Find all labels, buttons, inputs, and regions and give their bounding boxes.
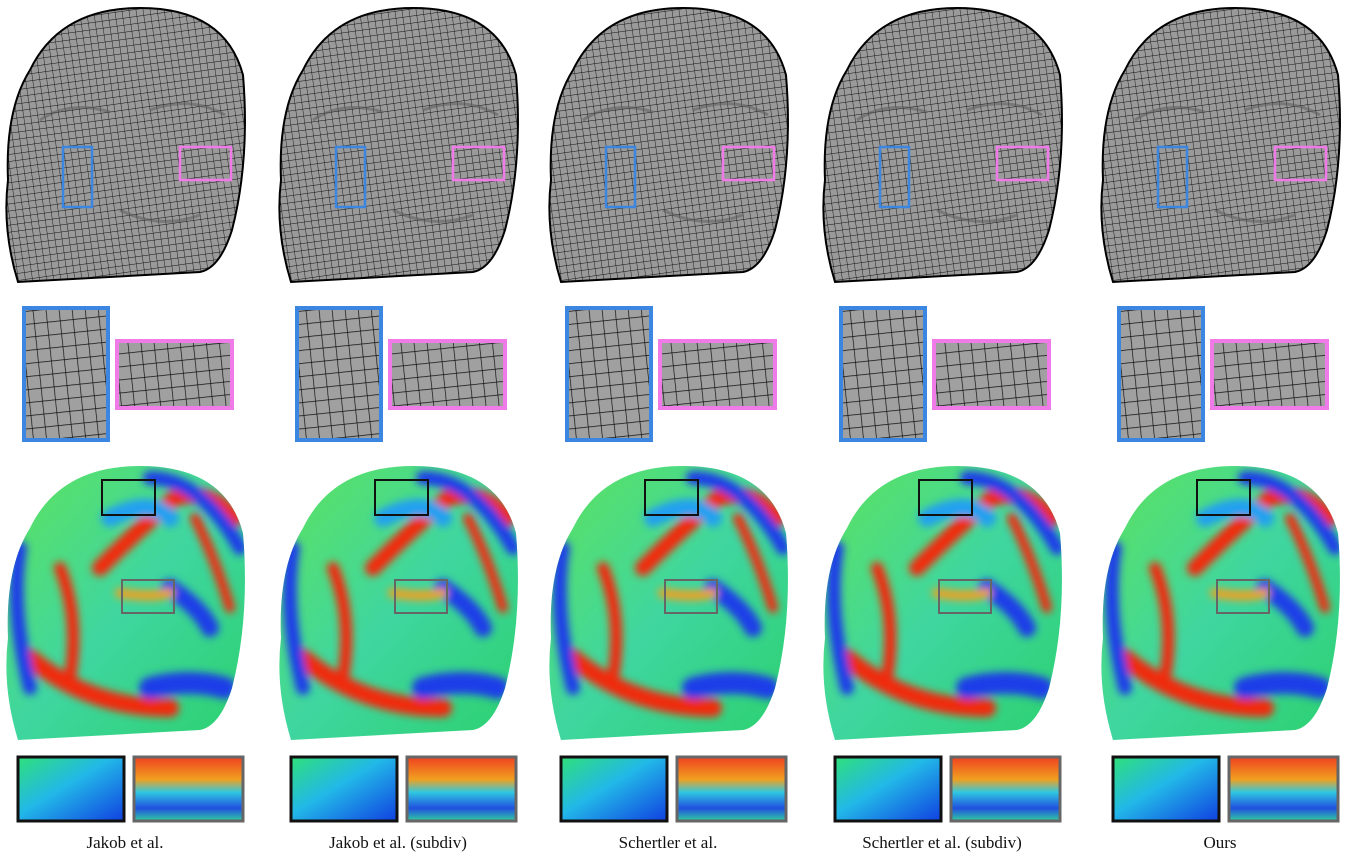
curvature-render	[817, 458, 1077, 748]
curvature-zoom-insets	[291, 757, 516, 821]
mesh-render	[6, 8, 245, 282]
page: Jakob et al. Jakob et al. (subdiv) Schertl…	[0, 0, 1346, 861]
mesh-render	[1101, 8, 1340, 282]
mesh-render	[279, 8, 518, 282]
curvature-render	[1095, 458, 1346, 748]
mesh-zoom-insets	[841, 308, 1049, 440]
mesh-render	[549, 8, 788, 282]
mesh-zoom-insets	[297, 308, 505, 440]
method-column: Schertler et al.	[543, 8, 803, 852]
method-column: Jakob et al.	[0, 8, 260, 852]
curvature-zoom-insets	[1113, 757, 1338, 821]
curvature-render	[273, 458, 533, 748]
mesh-zoom-insets	[1119, 308, 1327, 440]
figure: Jakob et al. Jakob et al. (subdiv) Schertl…	[0, 0, 1346, 861]
curvature-zoom-insets	[561, 757, 786, 821]
curvature-render	[543, 458, 803, 748]
method-caption: Schertler et al. (subdiv)	[862, 833, 1022, 852]
mesh-render	[823, 8, 1062, 282]
method-caption: Schertler et al.	[619, 833, 718, 852]
method-column: Schertler et al. (subdiv)	[817, 8, 1077, 852]
curvature-zoom-insets	[18, 757, 243, 821]
method-column: Ours	[1095, 8, 1346, 852]
mesh-zoom-insets	[567, 308, 775, 440]
curvature-zoom-insets	[835, 757, 1060, 821]
method-column: Jakob et al. (subdiv)	[273, 8, 533, 852]
method-caption: Jakob et al.	[87, 833, 164, 852]
method-caption: Ours	[1203, 833, 1236, 852]
method-caption: Jakob et al. (subdiv)	[329, 833, 467, 852]
mesh-zoom-insets	[24, 308, 232, 440]
curvature-render	[0, 458, 260, 748]
